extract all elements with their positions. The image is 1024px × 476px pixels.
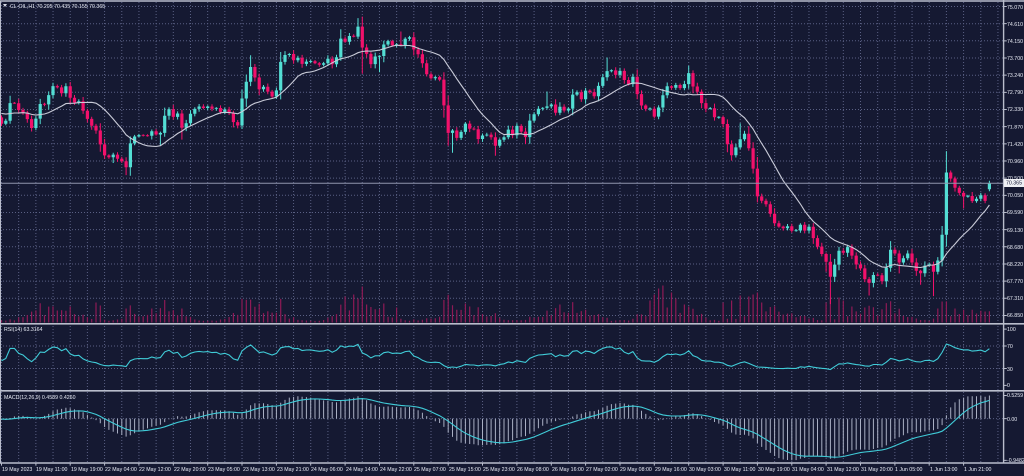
price-axis-label: 72.790	[1006, 89, 1023, 96]
price-axis-label: 75.070	[1006, 3, 1023, 10]
price-axis-label: 67.770	[1006, 277, 1023, 285]
time-axis-label: 25 May 23:00	[483, 466, 515, 473]
macd-axis-label: 0.00	[1006, 415, 1017, 422]
macd-signal-line	[1, 398, 990, 458]
time-axis-label: 24 May 14:00	[345, 466, 378, 473]
price-axis-label: 73.240	[1006, 72, 1023, 79]
macd-axis-label: 0.5259	[1006, 392, 1023, 399]
moving-average-line	[1, 44, 990, 269]
grid-horizontal-lines	[0, 6, 1004, 316]
time-axis-label: 19 May 2023	[2, 466, 33, 473]
time-axis-label: 1 Jun 05:00	[895, 466, 923, 473]
volume-bars	[0, 285, 990, 323]
price-axis-label: 66.850	[1006, 312, 1023, 319]
time-axis-label: 19 May 19:00	[70, 466, 103, 473]
price-axis-label: 71.420	[1006, 140, 1023, 147]
time-axis-label: 23 May 13:00	[242, 466, 275, 473]
time-axis-label: 24 May 22:00	[379, 466, 412, 473]
time-axis-label: 1 Jun 13:00	[929, 466, 958, 473]
current-price-box: 70.365	[1004, 179, 1024, 188]
time-axis-label: 26 May 08:00	[517, 466, 550, 473]
time-axis-label: 22 May 04:00	[105, 466, 137, 473]
time-axis-label: 1 Jun 21:00	[964, 466, 992, 473]
current-price-value: 70.365	[1006, 179, 1023, 187]
time-axis-label: 29 May 16:00	[654, 466, 687, 473]
time-axis-label: 31 May 20:00	[861, 466, 893, 473]
axis-tick-marks	[1, 6, 1007, 466]
time-axis-label: 30 May 11:00	[723, 466, 755, 473]
price-axis-label: 73.700	[1006, 54, 1023, 62]
rsi-axis-label: 100	[1006, 325, 1016, 333]
time-axis-label: 27 May 02:00	[586, 466, 618, 473]
time-axis-label: 22 May 12:00	[139, 466, 172, 473]
time-axis-label: 23 May 21:00	[276, 466, 309, 473]
price-axis-label: 74.150	[1006, 37, 1023, 44]
price-axis-label: 71.870	[1006, 123, 1023, 130]
time-axis-label: 19 May 11:00	[36, 466, 68, 473]
price-axis-label: 69.590	[1006, 209, 1023, 216]
time-axis-label: 25 May 15:00	[448, 466, 481, 473]
price-axis-label: 67.310	[1006, 295, 1023, 302]
time-axis-label: 31 May 04:00	[792, 466, 825, 473]
time-axis-label: 30 May 03:00	[689, 466, 722, 473]
price-axis-label: 68.220	[1006, 260, 1023, 268]
time-axis-label: 22 May 20:00	[173, 466, 206, 473]
price-axis-label: 68.680	[1006, 243, 1023, 250]
rsi-axis-label: 70	[1006, 342, 1013, 350]
rsi-line	[1, 343, 990, 371]
rsi-axis-label: 0	[1006, 382, 1010, 389]
price-axis-label: 72.330	[1006, 106, 1023, 113]
rsi-level-lines	[0, 345, 1004, 370]
time-axis-label: 25 May 07:00	[414, 466, 447, 473]
price-axis-label: 70.960	[1006, 157, 1023, 165]
time-axis-label: 23 May 05:00	[208, 466, 240, 473]
time-axis-label: 24 May 06:00	[311, 466, 344, 473]
price-axis-label: 69.130	[1006, 226, 1023, 233]
macd-axis-label: -0.9482	[1006, 457, 1024, 464]
price-axis-label: 70.050	[1006, 192, 1023, 199]
time-axis-label: 29 May 08:00	[620, 466, 653, 473]
symbol-marker-icon	[3, 4, 7, 7]
time-axis-label: 30 May 19:00	[757, 466, 790, 473]
rsi-axis-label: 30	[1006, 365, 1013, 372]
time-axis-label: 26 May 16:00	[551, 466, 584, 473]
time-axis-label: 31 May 12:00	[826, 466, 859, 473]
price-axis-label: 70.500	[1007, 175, 1023, 181]
price-axis-label: 74.610	[1006, 20, 1023, 27]
